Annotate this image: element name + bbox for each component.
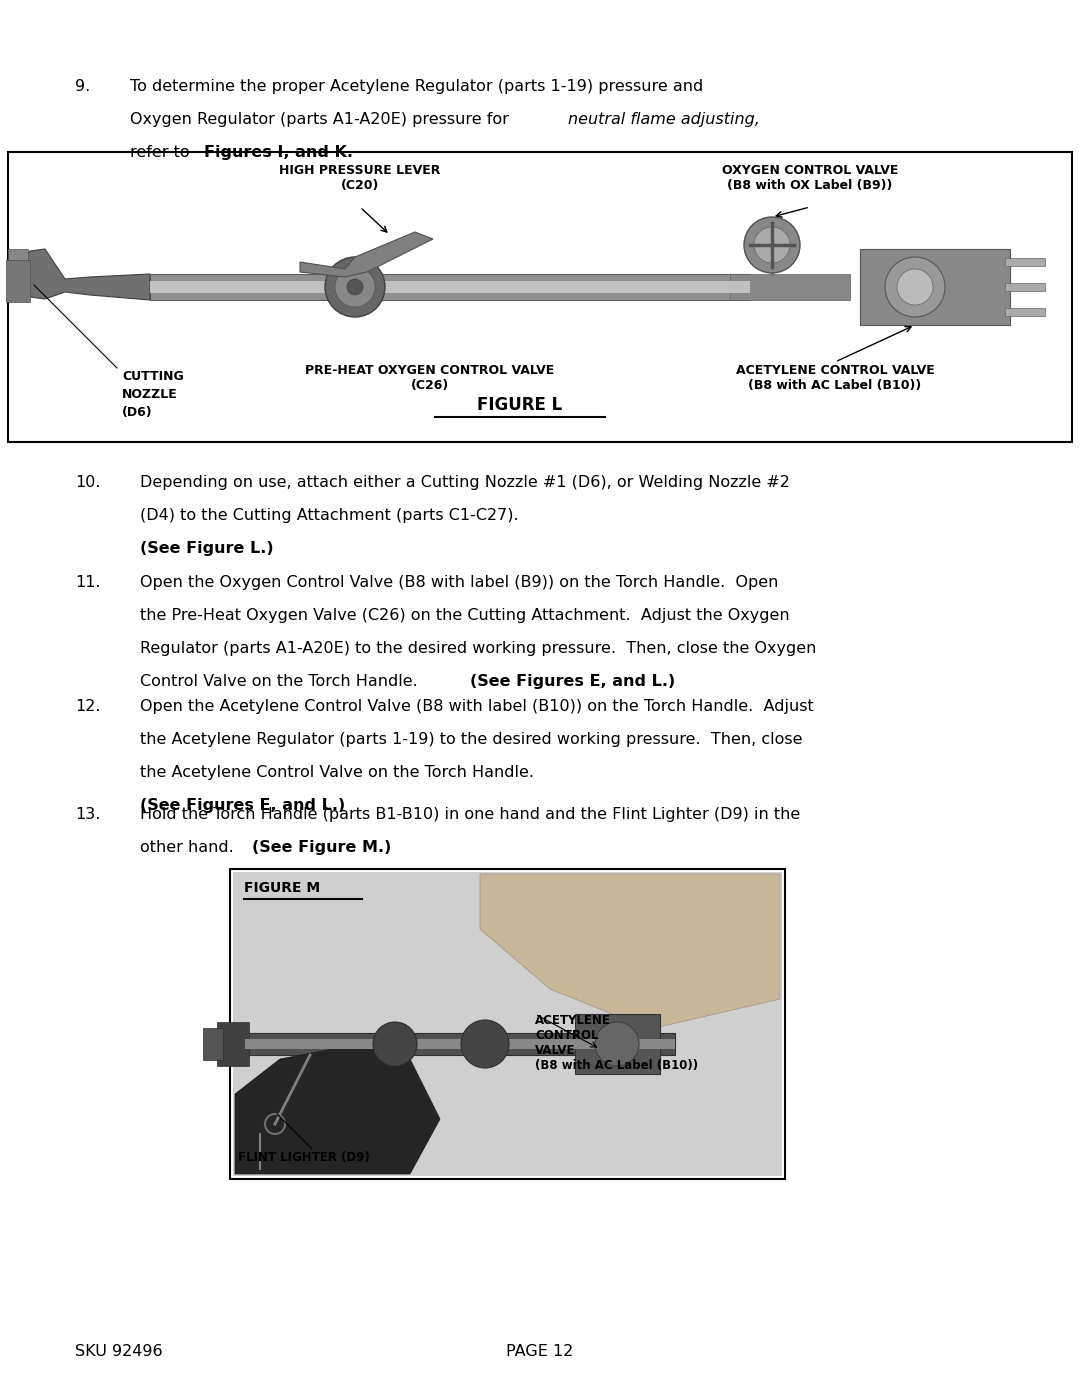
Bar	[1005, 307, 1045, 316]
Circle shape	[885, 257, 945, 317]
Text: the Acetylene Control Valve on the Torch Handle.: the Acetylene Control Valve on the Torch…	[140, 766, 534, 780]
Text: Figures I, and K.: Figures I, and K.	[204, 145, 353, 161]
Text: the Acetylene Regulator (parts 1-19) to the desired working pressure.  Then, clo: the Acetylene Regulator (parts 1-19) to …	[140, 732, 802, 747]
Polygon shape	[22, 249, 150, 300]
Bar	[575, 1014, 660, 1074]
Bar	[730, 274, 850, 300]
Text: 9.: 9.	[75, 80, 91, 94]
Text: PRE-HEAT OXYGEN CONTROL VALVE
(C26): PRE-HEAT OXYGEN CONTROL VALVE (C26)	[306, 365, 555, 393]
Text: SKU 92496: SKU 92496	[75, 1344, 163, 1359]
Text: ACETYLENE CONTROL VALVE
(B8 with AC Label (B10)): ACETYLENE CONTROL VALVE (B8 with AC Labe…	[735, 365, 934, 393]
Text: Open the Oxygen Control Valve (B8 with label (B9)) on the Torch Handle.  Open: Open the Oxygen Control Valve (B8 with l…	[140, 576, 779, 590]
Bar	[1005, 284, 1045, 291]
Polygon shape	[480, 875, 780, 1030]
Circle shape	[595, 1023, 639, 1066]
Text: FIGURE M: FIGURE M	[244, 882, 320, 895]
Text: 11.: 11.	[75, 576, 100, 590]
Bar	[233, 872, 782, 1176]
Bar	[8, 249, 28, 270]
Text: refer to: refer to	[130, 145, 194, 161]
Text: Open the Acetylene Control Valve (B8 with label (B10)) on the Torch Handle.  Adj: Open the Acetylene Control Valve (B8 wit…	[140, 698, 813, 714]
Bar	[245, 1039, 675, 1049]
Text: other hand.: other hand.	[140, 840, 244, 855]
Text: Oxygen Regulator (parts A1-A20E) pressure for: Oxygen Regulator (parts A1-A20E) pressur…	[130, 112, 514, 127]
Circle shape	[754, 226, 789, 263]
Bar	[150, 281, 750, 293]
Text: Depending on use, attach either a Cutting Nozzle #1 (D6), or Welding Nozzle #2: Depending on use, attach either a Cuttin…	[140, 475, 789, 490]
Text: FLINT LIGHTER (D9): FLINT LIGHTER (D9)	[238, 1151, 369, 1164]
Bar	[1005, 258, 1045, 265]
Text: HIGH PRESSURE LEVER
(C20): HIGH PRESSURE LEVER (C20)	[280, 163, 441, 191]
Text: (D6): (D6)	[122, 407, 152, 419]
Text: NOZZLE: NOZZLE	[122, 388, 178, 401]
Text: FIGURE L: FIGURE L	[477, 395, 563, 414]
Text: 10.: 10.	[75, 475, 100, 490]
Circle shape	[325, 257, 384, 317]
Bar	[203, 1028, 222, 1060]
Text: Hold the Torch Handle (parts B1-B10) in one hand and the Flint Lighter (D9) in t: Hold the Torch Handle (parts B1-B10) in …	[140, 807, 800, 821]
Text: (See Figures E, and L.): (See Figures E, and L.)	[140, 798, 346, 813]
Text: OXYGEN CONTROL VALVE
(B8 with OX Label (B9)): OXYGEN CONTROL VALVE (B8 with OX Label (…	[721, 163, 899, 191]
Text: (D4) to the Cutting Attachment (parts C1-C27).: (D4) to the Cutting Attachment (parts C1…	[140, 509, 518, 522]
Bar	[8, 152, 1072, 441]
Text: the Pre-Heat Oxygen Valve (C26) on the Cutting Attachment.  Adjust the Oxygen: the Pre-Heat Oxygen Valve (C26) on the C…	[140, 608, 789, 623]
Circle shape	[335, 267, 375, 307]
Polygon shape	[300, 232, 433, 277]
Text: (See Figure M.): (See Figure M.)	[252, 840, 391, 855]
Text: neutral flame adjusting,: neutral flame adjusting,	[568, 112, 760, 127]
Circle shape	[897, 270, 933, 305]
Text: To determine the proper Acetylene Regulator (parts 1-19) pressure and: To determine the proper Acetylene Regula…	[130, 80, 703, 94]
Bar	[860, 249, 1010, 326]
Text: (See Figure L.): (See Figure L.)	[140, 541, 273, 556]
Text: Regulator (parts A1-A20E) to the desired working pressure.  Then, close the Oxyg: Regulator (parts A1-A20E) to the desired…	[140, 641, 816, 657]
Bar	[6, 260, 30, 302]
Bar	[230, 869, 785, 1179]
Text: (See Figures E, and L.): (See Figures E, and L.)	[470, 673, 675, 689]
Text: PAGE 12: PAGE 12	[507, 1344, 573, 1359]
Bar	[217, 1023, 249, 1066]
Text: 12.: 12.	[75, 698, 100, 714]
Bar	[245, 1032, 675, 1055]
Text: Control Valve on the Torch Handle.: Control Valve on the Torch Handle.	[140, 673, 428, 689]
Circle shape	[461, 1020, 509, 1067]
Circle shape	[373, 1023, 417, 1066]
Text: 13.: 13.	[75, 807, 100, 821]
Circle shape	[744, 217, 800, 272]
Text: CUTTING: CUTTING	[122, 370, 184, 383]
Circle shape	[347, 279, 363, 295]
Bar	[150, 274, 750, 300]
Polygon shape	[235, 1044, 440, 1173]
Text: ACETYLENE
CONTROL
VALVE
(B8 with AC Label (B10)): ACETYLENE CONTROL VALVE (B8 with AC Labe…	[535, 1014, 698, 1071]
